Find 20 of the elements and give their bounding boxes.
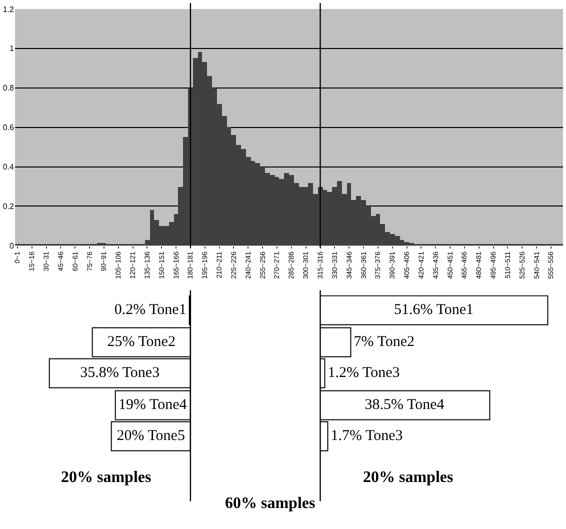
text: 20% samples	[61, 469, 152, 486]
y-tick-label: 1.2	[2, 4, 15, 14]
text: 60% samples	[225, 495, 316, 512]
data-label: 19% Tone4	[118, 397, 188, 414]
data-label: 35.8% Tone3	[80, 365, 160, 382]
data-label: 38.5% Tone4	[364, 397, 445, 414]
data-label: 7% Tone2	[354, 334, 414, 350]
data-label: 25% Tone2	[107, 334, 176, 350]
y-tick-label: 0.4	[2, 162, 15, 172]
y-tick-label: 0.6	[2, 123, 15, 132]
y-tick-label: 0.8	[2, 84, 15, 93]
data-label: 20% Tone5	[116, 428, 185, 444]
y-tick-label: 1	[10, 44, 15, 54]
y-tick-label: 0.2	[2, 202, 15, 212]
data-label: 51.6% Tone1	[394, 302, 474, 318]
data-label: 1.7% Tone3	[330, 428, 403, 444]
data-label: 1.2% Tone3	[328, 365, 400, 382]
y-tick-label: 0	[10, 241, 15, 250]
data-label: 0.2% Tone1	[114, 302, 186, 318]
text: 20% samples	[363, 469, 454, 486]
